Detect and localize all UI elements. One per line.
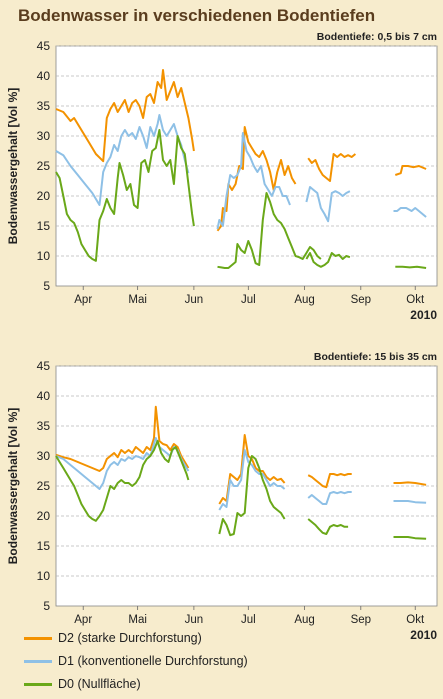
legend-label-d0: D0 (Nullfläche) [58,677,141,691]
series-line-d1 [307,491,352,505]
x-tick-label: Okt [406,294,425,306]
y-tick-label: 25 [37,159,51,173]
series-line-d0 [218,455,286,537]
page-title: Bodenwasser in verschiedenen Bodentiefen [18,6,376,25]
x-tick-label: Sep [351,614,371,626]
chart-top: 5 10 15 20 25 30 35 40 45 Apr Mai Jun Jul Aug Sep Okt Bo… [6,31,438,322]
x-tick-label: Jun [185,294,204,306]
x-tick-label: Mai [128,614,147,626]
legend-item-d2: D2 (starke Durchforstung) [24,629,202,647]
x-tick-label: Aug [294,614,314,626]
legend-swatch-d0 [24,682,52,686]
series-line-d1 [305,186,351,223]
x-tick-label: Jun [185,614,204,626]
series-line-d1 [393,500,427,504]
x-tick-label: Mai [128,294,147,306]
series-line-d1 [218,449,286,511]
x-tick-label: Apr [74,614,92,626]
chart-bottom: 5 10 15 20 25 30 35 40 45 Apr Mai Jun Jul Aug Sep Okt Bo… [6,351,438,642]
series-line-d1 [216,132,291,230]
x-tick-label: Okt [406,614,425,626]
y-tick-label: 45 [37,359,51,373]
series-line-d2 [307,473,352,489]
series-line-d0 [305,252,351,268]
y-tick-label: 5 [43,279,50,293]
series-line-d0 [395,265,427,269]
series-line-d2 [307,153,357,182]
x-axis-year-label: 2010 [410,308,437,322]
legend-item-d0: D0 (Nullfläche) [24,675,141,693]
legend-swatch-d2 [24,636,52,640]
legend-item-d1: D1 (konventionelle Durchforstung) [24,652,248,670]
series-line-d2 [55,405,190,472]
x-tick-label: Jul [241,614,256,626]
series-line-d0 [393,536,427,540]
x-axis-year-label: 2010 [410,628,437,642]
series-line-d1 [393,207,427,218]
y-tick-label: 5 [43,599,50,613]
series-line-d0 [55,129,195,262]
series-line-d2 [394,165,427,176]
y-tick-label: 30 [37,129,51,143]
series-d0 [55,440,427,540]
y-tick-label: 10 [37,249,51,263]
x-tick-label: Jul [241,294,256,306]
series-d1 [55,114,427,230]
y-tick-label: 40 [37,389,51,403]
series-line-d2 [393,481,427,486]
series-line-d0 [307,518,349,535]
series-line-d0 [55,440,190,522]
y-tick-label: 15 [37,219,51,233]
y-tick-label: 15 [37,539,51,553]
y-tick-label: 45 [37,39,51,53]
y-axis-label: Bodenwassergehalt [Vol %] [6,408,20,564]
legend-label-d2: D2 (starke Durchforstung) [58,631,202,645]
y-tick-label: 35 [37,419,51,433]
x-tick-label: Apr [74,294,92,306]
y-tick-label: 40 [37,69,51,83]
y-axis-label: Bodenwassergehalt [Vol %] [6,88,20,244]
series-line-d0 [217,192,322,269]
y-tick-label: 35 [37,99,51,113]
y-tick-label: 10 [37,569,51,583]
x-tick-label: Sep [351,294,371,306]
series-d0 [55,129,427,269]
y-tick-label: 20 [37,189,51,203]
y-tick-label: 20 [37,509,51,523]
series-line-d2 [55,69,195,163]
y-tick-label: 30 [37,449,51,463]
series-line-d1 [55,114,190,206]
chart-subtitle: Bodentiefe: 15 bis 35 cm [314,351,437,363]
legend-swatch-d1 [24,659,52,663]
chart-subtitle: Bodentiefe: 0,5 bis 7 cm [317,31,437,43]
x-tick-label: Aug [294,294,314,306]
y-tick-label: 25 [37,479,51,493]
legend-label-d1: D1 (konventionelle Durchforstung) [58,654,248,668]
